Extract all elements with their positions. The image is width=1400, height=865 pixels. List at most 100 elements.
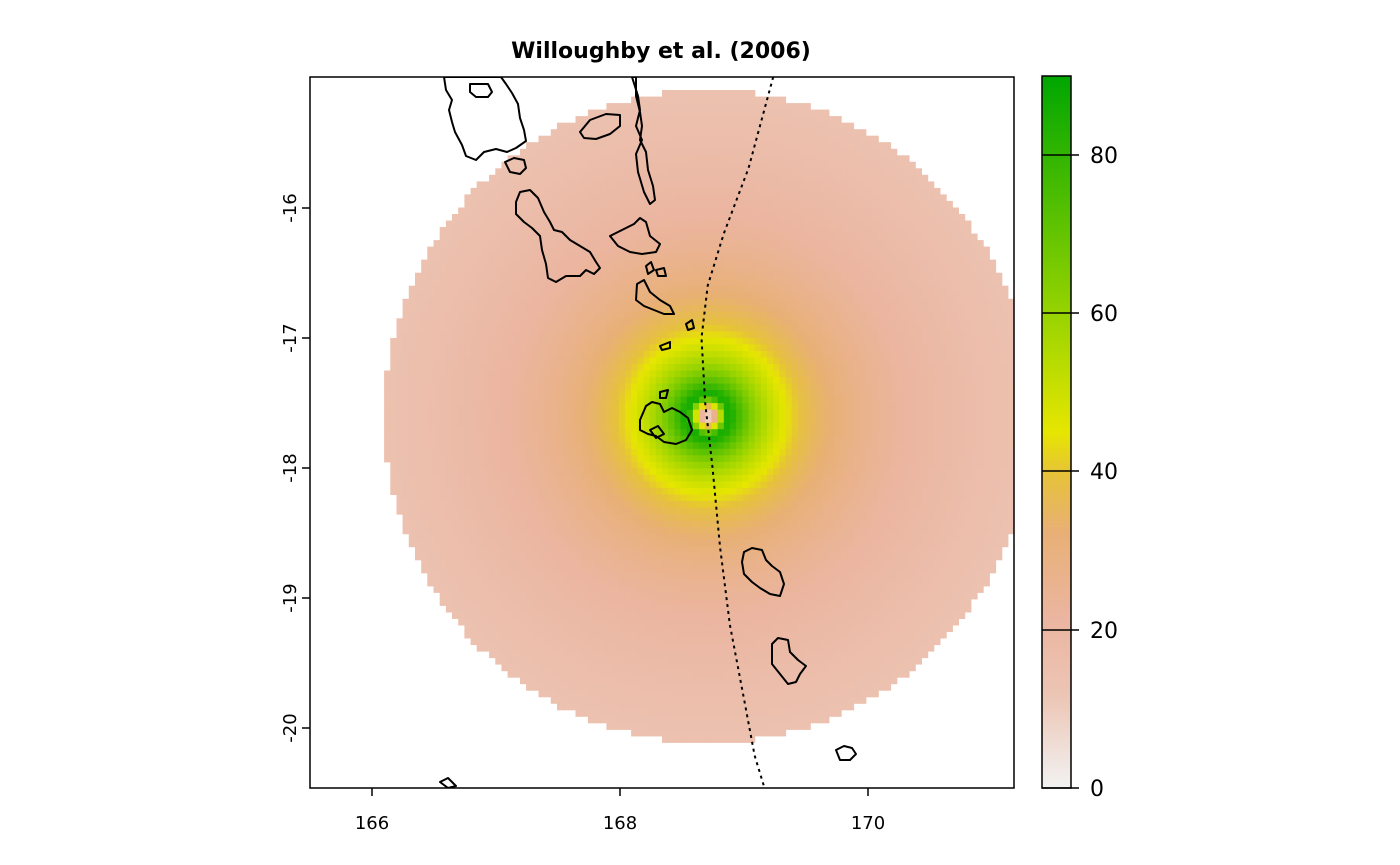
field-cell (859, 429, 867, 437)
field-cell (550, 435, 558, 443)
field-cell (816, 455, 824, 463)
field-cell (692, 90, 700, 98)
field-cell (939, 272, 947, 280)
field-cell (402, 357, 410, 365)
field-cell (692, 383, 700, 391)
field-cell (532, 220, 540, 228)
field-cell (532, 461, 540, 469)
field-cell (921, 409, 929, 417)
field-cell (495, 357, 503, 365)
field-cell (433, 272, 441, 280)
field-cell (865, 155, 873, 163)
field-cell (655, 442, 663, 450)
field-cell (705, 155, 712, 163)
field-cell (501, 422, 509, 430)
field-cell (779, 324, 787, 332)
field-cell (834, 324, 842, 332)
field-cell (976, 266, 984, 274)
field-cell (872, 279, 879, 287)
field-cell (421, 409, 428, 417)
field-cell (538, 455, 546, 463)
field-cell (767, 161, 774, 169)
field-cell (532, 331, 540, 339)
field-cell (476, 383, 484, 391)
field-cell (507, 279, 515, 287)
field-cell (785, 135, 793, 143)
field-cell (544, 207, 552, 215)
field-cell (1007, 403, 1014, 411)
field-cell (680, 253, 688, 261)
field-cell (717, 279, 725, 287)
field-cell (550, 148, 558, 156)
field-cell (631, 194, 638, 202)
field-cell (532, 168, 540, 176)
field-cell (538, 285, 546, 293)
field-cell (612, 318, 620, 326)
field-cell (421, 266, 428, 274)
field-cell (810, 161, 817, 169)
field-cell (717, 324, 725, 332)
field-cell (624, 272, 632, 280)
field-cell (544, 233, 552, 241)
field-cell (872, 422, 879, 430)
field-cell (847, 461, 855, 469)
field-cell (736, 109, 743, 117)
field-cell (736, 435, 743, 443)
field-cell (513, 337, 521, 345)
field-cell (717, 116, 725, 124)
field-cell (680, 422, 688, 430)
field-cell (976, 331, 984, 339)
field-cell (452, 305, 459, 313)
field-cell (767, 435, 774, 443)
field-cell (773, 272, 780, 280)
field-cell (655, 305, 663, 313)
field-cell (872, 207, 879, 215)
field-cell (760, 174, 768, 182)
field-cell (1014, 429, 1021, 436)
field-cell (952, 416, 959, 424)
field-cell (890, 429, 898, 437)
field-cell (853, 174, 861, 182)
field-cell (513, 357, 521, 365)
field-cell (760, 292, 768, 300)
field-cell (520, 305, 527, 313)
field-cell (773, 122, 780, 130)
field-cell (699, 435, 706, 443)
field-cell (643, 168, 651, 176)
field-cell (872, 337, 879, 345)
field-cell (729, 337, 737, 345)
field-cell (915, 331, 922, 339)
field-cell (754, 220, 762, 228)
field-cell (995, 409, 1003, 417)
field-cell (692, 344, 700, 352)
field-cell (729, 292, 737, 300)
field-cell (612, 429, 620, 437)
field-cell (970, 435, 978, 443)
field-cell (804, 161, 811, 169)
field-cell (470, 279, 478, 287)
field-cell (575, 468, 583, 476)
field-cell (674, 383, 682, 391)
field-cell (686, 200, 694, 208)
field-cell (773, 227, 780, 235)
field-cell (958, 448, 966, 456)
field-cell (717, 103, 725, 111)
field-cell (785, 259, 793, 267)
field-cell (983, 324, 990, 332)
field-cell (686, 214, 694, 222)
field-cell (717, 285, 725, 293)
field-cell (927, 181, 935, 189)
field-cell (550, 455, 558, 463)
field-cell (847, 331, 855, 339)
field-cell (884, 364, 892, 372)
field-cell (464, 377, 472, 385)
field-cell (711, 109, 719, 117)
field-cell (921, 318, 929, 326)
field-cell (544, 370, 552, 378)
field-cell (748, 168, 756, 176)
field-cell (890, 448, 898, 456)
field-cell (662, 396, 669, 404)
field-cell (939, 416, 947, 424)
field-cell (976, 422, 984, 430)
field-cell (637, 377, 645, 385)
